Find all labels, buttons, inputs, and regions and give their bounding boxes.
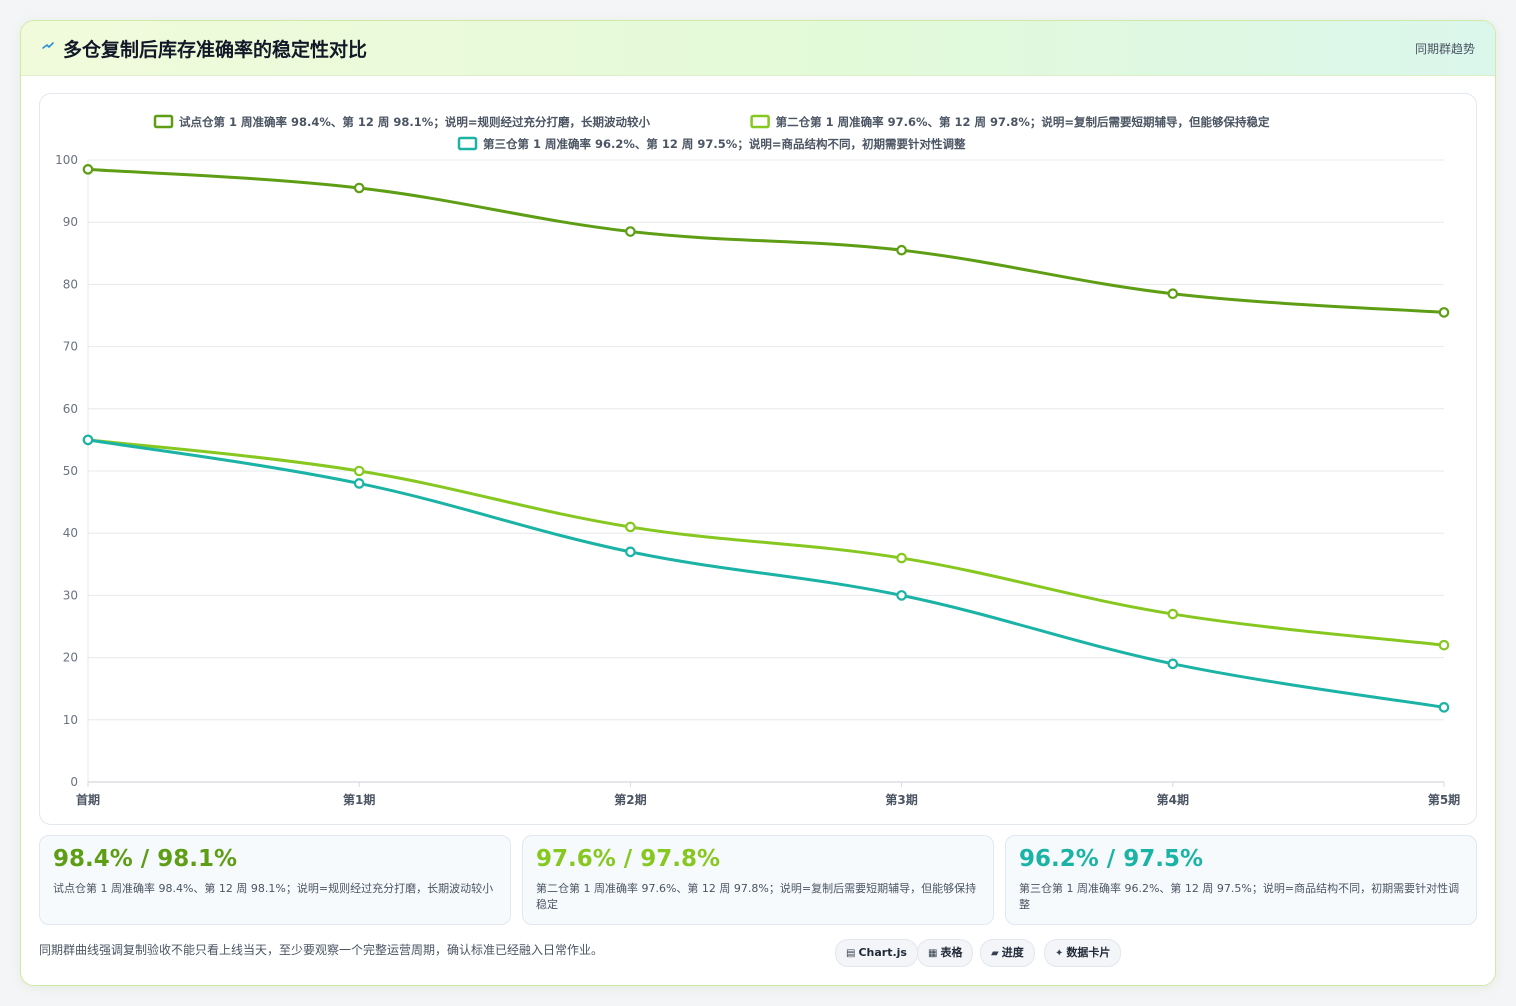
data-point: [896, 590, 907, 601]
y-tick-label: 30: [63, 588, 78, 602]
pill-label: 进度: [1001, 946, 1024, 959]
data-point: [82, 164, 94, 175]
data-point: [353, 182, 365, 194]
chart-icon: ▤: [846, 948, 856, 959]
chart-title: 多仓复制后库存准确率的稳定性对比: [63, 39, 368, 61]
stat-cards: 98.4% / 98.1% 试点仓第 1 周准确率 98.4%、第 12 周 9…: [39, 835, 1477, 925]
stat-value: 96.2% / 97.5%: [1019, 846, 1203, 872]
chartjs-pill[interactable]: ▤ Chart.js: [835, 939, 918, 967]
data-card-icon: ✦: [1055, 948, 1064, 959]
data-point: [1167, 288, 1179, 300]
line-chart: 0 10 20 30 40 50 60 70 80 90 100 首期 第1期 第2期 第3期 第4期 第5期 试…: [55, 114, 1460, 807]
legend-label: 第三仓第 1 周准确率 96.2%、第 12 周 97.5%；说明=商品结构不同…: [483, 137, 966, 151]
sparkline-icon: [41, 39, 57, 55]
y-tick-label: 10: [63, 713, 78, 727]
data-card-pill[interactable]: ✦ 数据卡片: [1044, 939, 1122, 967]
card-header: 多仓复制后库存准确率的稳定性对比 同期群趋势: [21, 21, 1495, 76]
y-tick-label: 40: [63, 526, 78, 540]
cohort-trend-tag: 同期群趋势: [1414, 42, 1475, 56]
x-tick-label: 第4期: [1157, 792, 1189, 807]
chart-panel: 0 10 20 30 40 50 60 70 80 90 100 首期 第1期 第2期 第3期 第4期 第5期 试…: [39, 93, 1477, 825]
data-point: [1167, 658, 1179, 670]
data-point: [1167, 608, 1179, 620]
legend-label: 试点仓第 1 周准确率 98.4%、第 12 周 98.1%；说明=规则经过充分…: [179, 115, 650, 129]
data-point: [896, 552, 907, 564]
series-line: [86, 438, 1446, 647]
x-tick-label: 第2期: [614, 792, 646, 807]
legend-swatch: [457, 136, 478, 151]
y-tick-label: 60: [63, 402, 78, 416]
stat-card-pilot: 98.4% / 98.1% 试点仓第 1 周准确率 98.4%、第 12 周 9…: [39, 835, 511, 925]
y-tick-label: 20: [63, 651, 78, 665]
x-tick-label: 第3期: [885, 792, 917, 807]
data-point: [625, 546, 636, 558]
stat-description: 试点仓第 1 周准确率 98.4%、第 12 周 98.1%；说明=规则经过充分…: [53, 882, 494, 895]
data-point: [1438, 702, 1450, 713]
data-point: [353, 465, 365, 477]
data-point: [1438, 307, 1450, 318]
progress-pill[interactable]: ▰ 进度: [980, 939, 1035, 967]
y-tick-label: 70: [63, 340, 78, 354]
pill-label: Chart.js: [858, 946, 907, 959]
y-tick-label: 90: [63, 215, 78, 229]
stat-value: 97.6% / 97.8%: [536, 846, 720, 872]
pill-label: 数据卡片: [1066, 946, 1111, 959]
stat-description: 第三仓第 1 周准确率 96.2%、第 12 周 97.5%；说明=商品结构不同…: [1019, 882, 1460, 911]
data-point: [82, 434, 94, 446]
y-tick-label: 0: [70, 775, 78, 789]
stat-description: 第二仓第 1 周准确率 97.6%、第 12 周 97.8%；说明=复制后需要短…: [536, 882, 977, 911]
data-point: [896, 244, 907, 256]
progress-icon: ▰: [991, 948, 999, 959]
pill-label: 表格: [940, 946, 963, 959]
data-point: [625, 226, 636, 237]
y-tick-label: 80: [63, 277, 78, 291]
data-point: [625, 521, 636, 533]
series-line: [86, 438, 1446, 709]
stat-value: 98.4% / 98.1%: [53, 846, 237, 872]
y-tick-label: 50: [63, 464, 78, 478]
data-point: [353, 478, 365, 489]
stat-card-third: 96.2% / 97.5% 第三仓第 1 周准确率 96.2%、第 12 周 9…: [1005, 835, 1477, 925]
y-tick-label: 100: [55, 153, 78, 167]
legend-label: 第二仓第 1 周准确率 97.6%、第 12 周 97.8%；说明=复制后需要短…: [776, 115, 1270, 129]
table-pill[interactable]: ▦ 表格: [917, 939, 974, 967]
table-icon: ▦: [928, 948, 938, 959]
series-line: [86, 167, 1446, 314]
x-tick-label: 首期: [76, 792, 100, 807]
stat-card-second: 97.6% / 97.8% 第二仓第 1 周准确率 97.6%、第 12 周 9…: [522, 835, 994, 925]
footer-note: 同期群曲线强调复制验收不能只看上线当天，至少要观察一个完整运营周期，确认标准已经…: [39, 943, 604, 957]
x-tick-label: 第5期: [1428, 792, 1460, 807]
legend-swatch: [153, 114, 174, 129]
chart-card: 多仓复制后库存准确率的稳定性对比 同期群趋势 0 10 20 30 40 50 60 70 80…: [20, 20, 1496, 986]
legend-swatch: [750, 114, 770, 129]
data-point: [1438, 639, 1450, 651]
x-tick-label: 第1期: [343, 792, 375, 807]
